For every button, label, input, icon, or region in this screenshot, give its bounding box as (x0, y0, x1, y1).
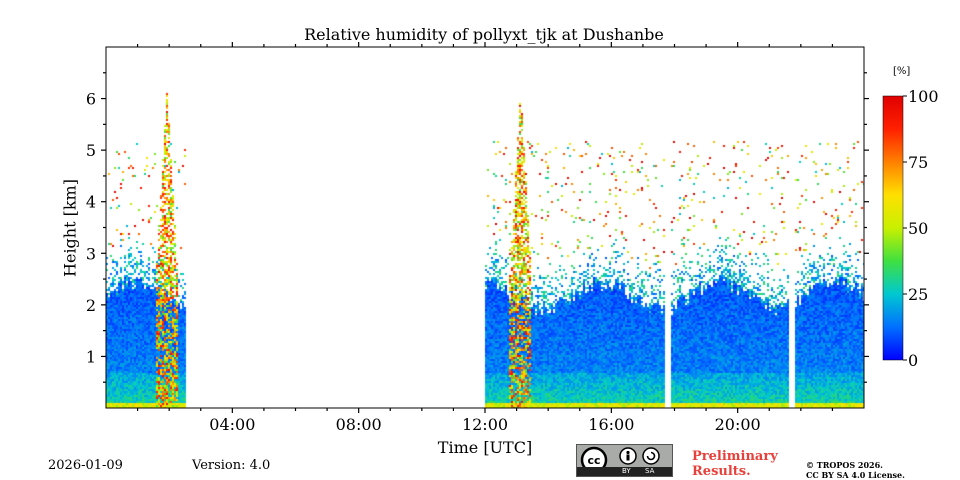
heatmap-image (106, 47, 864, 408)
license-line1: © TROPOS 2026. (806, 460, 883, 470)
x-tick-label: 08:00 (336, 415, 382, 434)
date-label: 2026-01-09 (48, 458, 123, 473)
sa-icon (642, 447, 660, 465)
y-tick-label: 3 (86, 244, 96, 263)
y-tick-label: 6 (86, 90, 96, 109)
cc-license-badge: cc BY SA (576, 444, 673, 477)
colorbar-unit: [%] (893, 66, 911, 77)
license-line2: CC BY SA 4.0 License. (806, 470, 905, 480)
colorbar-tick-label: 50 (908, 219, 928, 238)
license-note: © TROPOS 2026. CC BY SA 4.0 License. (806, 460, 905, 480)
cc-icon-text: cc (587, 454, 600, 467)
x-tick-label: 20:00 (715, 415, 761, 434)
colorbar (882, 95, 904, 361)
badge-by-text: BY (622, 467, 631, 475)
y-tick-label: 4 (86, 193, 96, 212)
colorbar-tick-label: 25 (908, 285, 928, 304)
preliminary-results-note: Preliminary Results. (692, 449, 778, 479)
colorbar-axis: 0 25 50 75 100 (903, 87, 939, 370)
preliminary-line2: Results. (692, 464, 751, 479)
y-tick-label: 1 (86, 347, 96, 366)
heatmap-layer (106, 47, 864, 408)
cc-icon: cc (580, 446, 660, 474)
x-tick-label: 04:00 (209, 415, 255, 434)
y-tick-label: 2 (86, 296, 96, 315)
x-tick-label: 16:00 (588, 415, 634, 434)
x-axis: 04:00 08:00 12:00 16:00 20:00 (136, 42, 834, 434)
colorbar-tick-label: 75 (908, 153, 928, 172)
preliminary-line1: Preliminary (692, 449, 778, 464)
x-tick-label: 12:00 (462, 415, 508, 434)
y-axis: 1 2 3 4 5 6 (86, 72, 869, 383)
colorbar-tick-label: 0 (908, 351, 918, 370)
x-axis-label: Time [UTC] (437, 438, 533, 457)
y-axis-label: Height [km] (60, 179, 80, 277)
chart-title: Relative humidity of pollyxt_tjk at Dush… (304, 25, 664, 44)
y-tick-label: 5 (86, 141, 96, 160)
colorbar-tick-label: 100 (908, 87, 939, 106)
badge-sa-text: SA (645, 467, 655, 475)
version-label: Version: 4.0 (192, 458, 271, 473)
